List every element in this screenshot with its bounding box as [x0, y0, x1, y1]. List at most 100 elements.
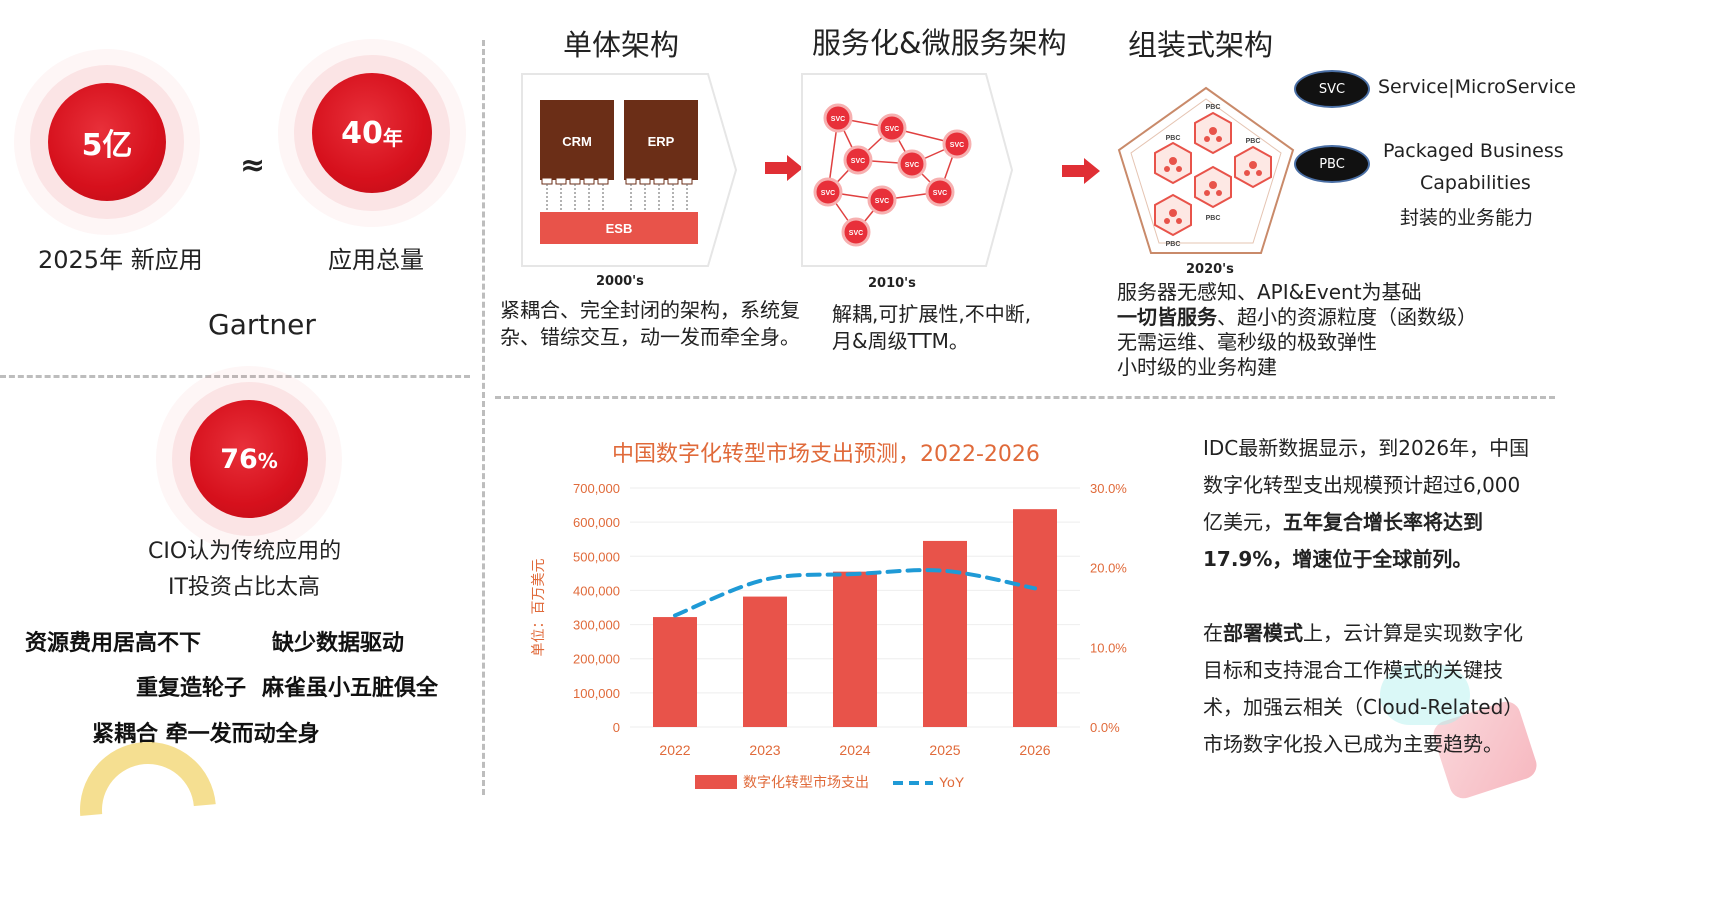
composable-desc: 服务器无感知、API&Event为基础 一切皆服务、超小的资源粒度（函数级） 无… [1117, 280, 1537, 380]
y2-tick-label: 30.0% [1090, 481, 1127, 496]
y-tick-label: 700,000 [573, 481, 620, 496]
vertical-divider [482, 40, 485, 795]
bar [653, 617, 697, 727]
monolith-diagram: CRM ERP ESB [521, 73, 738, 267]
svc-node-label: SVC [831, 116, 845, 123]
cio-unit: % [257, 449, 278, 473]
pain-tag: 重复造轮子 [136, 676, 247, 701]
monolith-desc-line: 杂、错综交互，动一发而牵全身。 [500, 325, 800, 349]
svc-node-label: SVC [849, 230, 863, 237]
new-apps-circle: 5亿 [48, 83, 166, 201]
pbc-label: PBC [1246, 138, 1261, 145]
svc-node [841, 217, 871, 247]
microservice-desc: 解耦,可扩展性,不中断, 月&周级TTM。 [832, 301, 1092, 355]
composable-desc-line: 服务器无感知、API&Event为基础 [1117, 280, 1422, 304]
pain-tag: 缺少数据驱动 [272, 631, 405, 656]
microservice-desc-line: 月&周级TTM。 [832, 329, 969, 353]
y-tick-label: 600,000 [573, 515, 620, 530]
idc-highlight: 五年复合增长率将达到17.9%，增速位于全球前列。 [1203, 510, 1483, 571]
svc-node-label: SVC [851, 158, 865, 165]
total-apps-circle: 40 年 [312, 73, 432, 193]
y-tick-label: 500,000 [573, 549, 620, 564]
erp-label: ERP [648, 134, 675, 149]
pbc-legend-line3: 封装的业务能力 [1400, 207, 1534, 229]
cio-caption-line1: CIO认为传统应用的 [148, 539, 342, 564]
svc-node [823, 103, 853, 133]
pbc-legend-line2: Capabilities [1420, 172, 1531, 194]
idc-paragraph: IDC最新数据显示，到2026年，中国数字化转型支出规模预计超过6,000亿美元… [1203, 430, 1538, 578]
bar [1013, 509, 1057, 727]
arrow-right-icon [765, 155, 803, 181]
pbc-label: PBC [1166, 241, 1181, 248]
pbc-label: PBC [1206, 104, 1221, 111]
new-apps-value: 5亿 [81, 128, 133, 163]
pbc-legend-line1: Packaged Business [1383, 140, 1564, 162]
svc-node-label: SVC [933, 190, 947, 197]
era-2000s: 2000's [596, 274, 644, 289]
svc-node [813, 177, 843, 207]
esb-block [540, 212, 698, 244]
microservice-diagram: SVC SVC SVC SVC SVC SVC SVC SVC SVC [801, 73, 1014, 267]
cio-caption-line2: IT投资占比太高 [168, 575, 320, 600]
svc-node [843, 145, 873, 175]
deploy-highlight: 部署模式 [1223, 621, 1303, 645]
pain-tag: 紧耦合 牵一发而动全身 [92, 722, 320, 747]
svc-node [877, 113, 907, 143]
svc-legend-text: Service|MicroService [1378, 76, 1576, 98]
approx-symbol: ≈ [240, 148, 266, 183]
x-tick-label: 2022 [659, 742, 690, 758]
cio-value: 76 [220, 443, 258, 475]
composable-desc-line: 无需运维、毫秒级的极致弹性 [1117, 330, 1377, 354]
svc-node-label: SVC [875, 198, 889, 205]
right-divider [495, 396, 1555, 399]
composable-desc-line: 一切皆服务、超小的资源粒度（函数级） [1117, 305, 1477, 329]
y-axis-label: 单位：百万美元 [530, 559, 546, 657]
cio-circle: 76% [190, 400, 308, 518]
x-tick-label: 2023 [749, 742, 780, 758]
arch-monolith-title: 单体架构 [563, 28, 680, 62]
y2-tick-label: 20.0% [1090, 561, 1127, 576]
deploy-text-rest: 上，云计算是实现数字化目标和支持混合工作模式的关键技术，加强云相关（Cloud-… [1203, 621, 1524, 756]
y-tick-label: 300,000 [573, 618, 620, 633]
yoy-line [673, 568, 1037, 618]
svc-node-label: SVC [905, 162, 919, 169]
pain-tag: 资源费用居高不下 [25, 631, 202, 656]
x-tick-label: 2024 [839, 742, 870, 758]
y-tick-label: 0 [613, 720, 620, 735]
deploy-text: 在 [1203, 621, 1223, 645]
deploy-paragraph: 在部署模式上，云计算是实现数字化目标和支持混合工作模式的关键技术，加强云相关（C… [1203, 615, 1538, 763]
pbc-label: PBC [1206, 215, 1221, 222]
bar [743, 596, 787, 727]
y-tick-label: 400,000 [573, 583, 620, 598]
total-apps-value: 40 [341, 115, 383, 151]
svc-node [925, 177, 955, 207]
y-tick-label: 100,000 [573, 686, 620, 701]
bar [833, 571, 877, 727]
arch-microservice-title: 服务化&微服务架构 [812, 26, 1067, 60]
chart-title: 中国数字化转型市场支出预测，2022-2026 [612, 442, 1040, 467]
pbc-label: PBC [1166, 135, 1181, 142]
composable-desc-line: 小时级的业务构建 [1117, 355, 1277, 379]
total-apps-unit: 年 [382, 125, 403, 150]
idc-text: IDC最新数据显示，到2026年，中国数字化转型支出规模预计超过6,000亿美元… [1203, 436, 1530, 534]
x-tick-label: 2026 [1019, 742, 1050, 758]
svc-node [867, 185, 897, 215]
svc-node-label: SVC [950, 142, 964, 149]
x-tick-label: 2025 [929, 742, 960, 758]
legend-bar-label: 数字化转型市场支出 [743, 774, 869, 790]
gartner-source: Gartner [208, 308, 316, 341]
svc-node [897, 149, 927, 179]
arch-composable-title: 组装式架构 [1128, 28, 1274, 62]
arrow-right-icon [1062, 158, 1100, 184]
erp-block [624, 100, 698, 180]
monolith-desc-line: 紧耦合、完全封闭的架构，系统复 [500, 298, 800, 322]
esb-label: ESB [606, 221, 633, 236]
microservice-desc-line: 解耦,可扩展性,不中断, [832, 302, 1032, 326]
svc-node-label: SVC [821, 190, 835, 197]
legend-line-label: YoY [939, 774, 965, 790]
new-apps-caption: 2025年 新应用 [38, 246, 203, 274]
monolith-desc: 紧耦合、完全封闭的架构，系统复 杂、错综交互，动一发而牵全身。 [500, 297, 820, 351]
crm-label: CRM [562, 134, 592, 149]
era-2010s: 2010's [868, 276, 916, 291]
left-divider [0, 375, 470, 378]
